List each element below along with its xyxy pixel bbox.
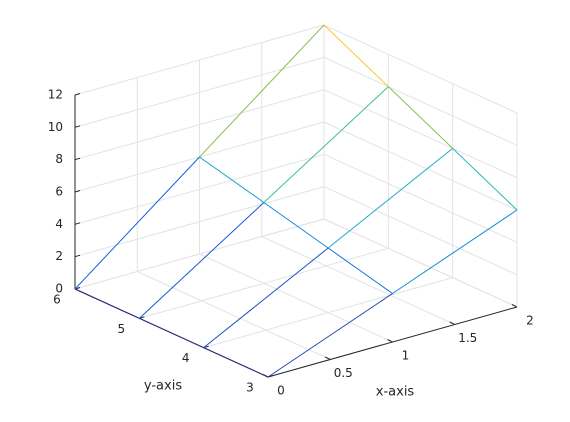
grid-line xyxy=(74,218,325,290)
z-tick-label: 10 xyxy=(48,120,63,134)
y-tick-label: 4 xyxy=(182,351,190,365)
tick-mark xyxy=(387,339,393,343)
grid-line xyxy=(139,247,389,319)
tick-mark xyxy=(511,304,518,308)
tick-mark xyxy=(74,190,81,193)
tick-mark xyxy=(74,125,81,128)
x-axis-line xyxy=(267,306,518,378)
grid-line xyxy=(137,271,331,360)
x-tick-label: 0 xyxy=(277,384,285,398)
mesh-edge xyxy=(203,247,329,349)
x-tick-label: 2 xyxy=(526,314,534,328)
grid-line xyxy=(323,24,518,114)
mesh-edge xyxy=(263,202,329,249)
z-tick-label: 4 xyxy=(55,217,63,231)
x-tick-label: 1.5 xyxy=(458,331,477,345)
mesh-edge xyxy=(392,209,518,294)
grid-line xyxy=(323,56,518,146)
grid-line xyxy=(323,153,518,243)
mesh-edge xyxy=(263,86,389,203)
grid-line xyxy=(199,253,393,343)
mesh-edge xyxy=(199,156,265,203)
mesh-edge xyxy=(327,147,453,249)
mesh-edge xyxy=(323,24,389,88)
mesh-edge xyxy=(138,202,265,319)
mesh-edge xyxy=(74,156,200,290)
tick-mark xyxy=(74,93,81,96)
mesh-edge xyxy=(203,347,269,378)
z-tick-label: 6 xyxy=(55,185,63,199)
mesh-edge xyxy=(267,293,393,378)
y-axis-label: y-axis xyxy=(144,379,182,394)
x-tick-label: 1 xyxy=(402,349,410,363)
grid-line xyxy=(323,89,518,179)
z-tick-label: 2 xyxy=(55,249,63,263)
mesh-edge xyxy=(199,24,325,158)
grid-line xyxy=(261,236,455,325)
y-tick-label: 3 xyxy=(246,381,254,395)
tick-mark xyxy=(325,356,331,360)
mesh-edge xyxy=(327,247,393,294)
y-tick-label: 6 xyxy=(53,293,61,307)
z-tick-label: 0 xyxy=(55,282,63,296)
y-tick-label: 5 xyxy=(118,322,126,336)
grid-line xyxy=(203,277,453,349)
tick-mark xyxy=(449,321,455,325)
grid-line xyxy=(323,186,518,276)
tick-mark xyxy=(74,157,81,161)
mesh-edge xyxy=(74,288,140,319)
x-tick-label: 0.5 xyxy=(334,366,353,380)
mesh-edge xyxy=(387,86,454,149)
tick-mark xyxy=(74,254,81,258)
x-axis-label: x-axis xyxy=(376,385,415,400)
z-tick-label: 8 xyxy=(55,152,63,166)
z-tick-label: 12 xyxy=(48,88,63,102)
tick-mark xyxy=(74,222,81,225)
mesh-edge xyxy=(452,147,518,211)
grid-line xyxy=(323,218,518,308)
grid-line xyxy=(323,121,518,211)
mesh-edge xyxy=(139,317,204,349)
